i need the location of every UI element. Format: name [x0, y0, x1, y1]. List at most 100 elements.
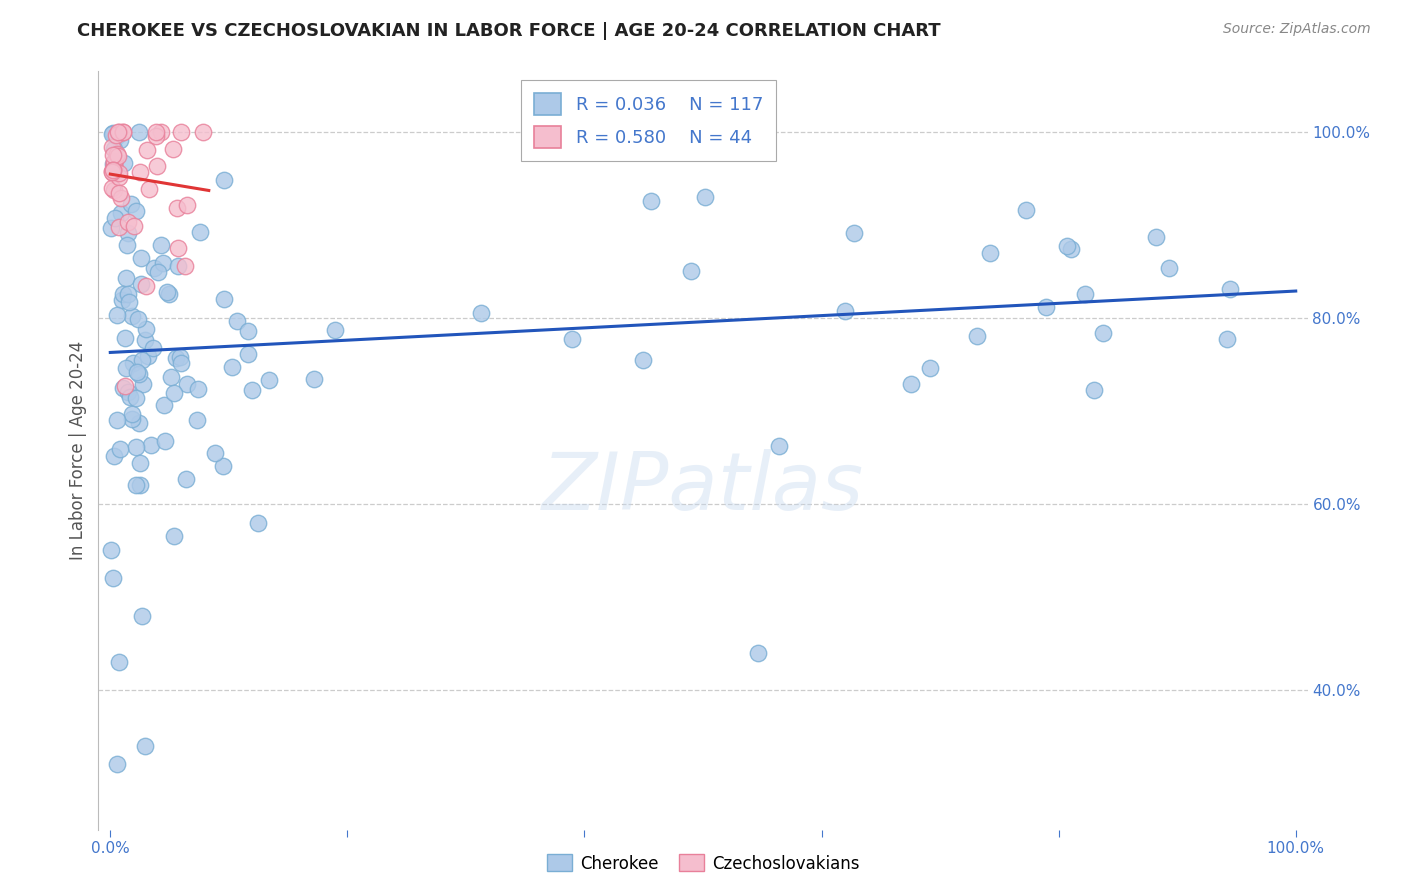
Point — [1144, 230, 1167, 244]
Point — [163, 529, 186, 543]
Point — [108, 442, 131, 457]
Point — [122, 356, 145, 370]
Point — [678, 131, 700, 145]
Point — [165, 351, 187, 365]
Point — [186, 413, 208, 427]
Point — [834, 304, 856, 318]
Point — [470, 306, 492, 320]
Point — [101, 571, 124, 585]
Point — [108, 133, 131, 147]
Point — [100, 543, 122, 558]
Point — [127, 312, 149, 326]
Point — [136, 143, 159, 157]
Point — [129, 165, 152, 179]
Point — [136, 349, 159, 363]
Text: ZIPatlas: ZIPatlas — [541, 450, 865, 527]
Point — [128, 125, 150, 139]
Point — [120, 390, 142, 404]
Point — [142, 341, 165, 355]
Point — [640, 194, 662, 209]
Text: CHEROKEE VS CZECHOSLOVAKIAN IN LABOR FORCE | AGE 20-24 CORRELATION CHART: CHEROKEE VS CZECHOSLOVAKIAN IN LABOR FOR… — [77, 22, 941, 40]
Point — [156, 285, 179, 299]
Point — [631, 352, 654, 367]
Point — [101, 163, 124, 178]
Point — [105, 308, 128, 322]
Point — [302, 372, 325, 386]
Point — [114, 360, 136, 375]
Point — [112, 156, 135, 170]
Point — [128, 416, 150, 430]
Point — [128, 367, 150, 381]
Point — [174, 473, 197, 487]
Point — [170, 125, 193, 139]
Point — [104, 128, 127, 143]
Point — [103, 449, 125, 463]
Point — [101, 166, 124, 180]
Point — [145, 128, 167, 143]
Point — [1091, 326, 1114, 340]
Point — [979, 246, 1001, 260]
Point — [103, 155, 125, 169]
Point — [110, 206, 132, 220]
Point — [149, 125, 172, 139]
Point — [125, 478, 148, 492]
Point — [166, 260, 188, 274]
Point — [191, 125, 214, 139]
Point — [1216, 332, 1239, 346]
Point — [146, 160, 169, 174]
Point — [246, 516, 269, 530]
Point — [1083, 384, 1105, 398]
Point — [128, 456, 150, 470]
Point — [114, 331, 136, 345]
Point — [121, 407, 143, 421]
Point — [152, 256, 174, 270]
Point — [105, 757, 128, 772]
Point — [1060, 242, 1083, 256]
Point — [108, 170, 131, 185]
Point — [107, 128, 129, 143]
Point — [107, 125, 129, 139]
Point — [162, 142, 184, 156]
Point — [157, 286, 180, 301]
Point — [153, 434, 176, 449]
Point — [966, 329, 988, 343]
Point — [122, 219, 145, 234]
Point — [1157, 261, 1180, 276]
Point — [187, 382, 209, 396]
Point — [142, 261, 165, 276]
Point — [101, 162, 124, 177]
Point — [121, 412, 143, 426]
Point — [167, 241, 190, 255]
Point — [103, 159, 125, 173]
Point — [125, 391, 148, 405]
Point — [117, 287, 139, 301]
Point — [117, 215, 139, 229]
Point — [107, 146, 129, 161]
Point — [159, 369, 181, 384]
Legend: R = 0.036    N = 117, R = 0.580    N = 44: R = 0.036 N = 117, R = 0.580 N = 44 — [522, 80, 776, 161]
Point — [103, 157, 125, 171]
Point — [101, 128, 124, 142]
Point — [108, 186, 131, 200]
Point — [842, 226, 865, 240]
Point — [747, 646, 769, 660]
Point — [153, 399, 176, 413]
Point — [1056, 239, 1078, 253]
Point — [129, 251, 152, 265]
Point — [111, 293, 134, 307]
Point — [111, 381, 134, 395]
Point — [131, 353, 153, 368]
Point — [145, 125, 167, 139]
Point — [176, 377, 198, 392]
Point — [105, 413, 128, 427]
Point — [134, 334, 156, 348]
Point — [221, 359, 243, 374]
Point — [132, 376, 155, 391]
Point — [236, 324, 259, 338]
Point — [103, 161, 125, 175]
Point — [108, 655, 131, 669]
Point — [204, 446, 226, 460]
Point — [103, 154, 125, 169]
Point — [101, 163, 124, 178]
Point — [166, 201, 188, 215]
